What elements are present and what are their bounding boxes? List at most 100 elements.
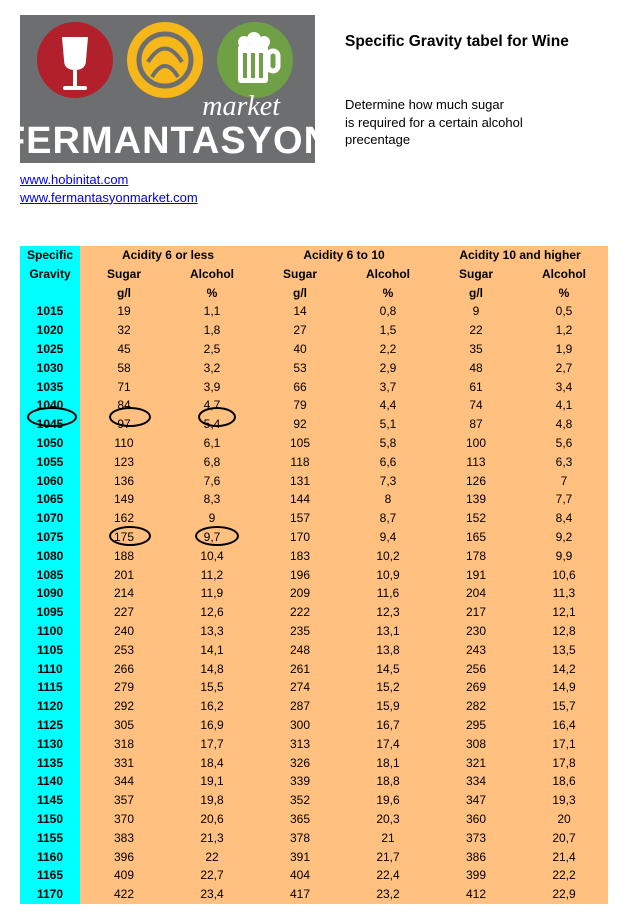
cell-sg: 1150 (20, 810, 80, 829)
cell-s3: 165 (432, 528, 520, 547)
cell-a3: 20,7 (520, 829, 608, 848)
cell-sg: 1080 (20, 547, 80, 566)
cell-a3: 14,2 (520, 660, 608, 679)
cell-a2: 7,3 (344, 472, 432, 491)
cell-a2: 23,2 (344, 885, 432, 904)
cell-sg: 1060 (20, 472, 80, 491)
cell-a1: 22,7 (168, 866, 256, 885)
cell-s1: 110 (80, 434, 168, 453)
cell-a3: 17,8 (520, 754, 608, 773)
cell-a2: 0,8 (344, 302, 432, 321)
cell-sg: 1075 (20, 528, 80, 547)
cell-a3: 4,1 (520, 396, 608, 415)
cell-s1: 149 (80, 490, 168, 509)
cell-s1: 240 (80, 622, 168, 641)
cell-a2: 11,6 (344, 584, 432, 603)
cell-s3: 347 (432, 791, 520, 810)
cell-s2: 300 (256, 716, 344, 735)
gravity-table: Specific Acidity 6 or less Acidity 6 to … (20, 246, 608, 904)
cell-a1: 3,2 (168, 359, 256, 378)
cell-a1: 18,4 (168, 754, 256, 773)
cell-a3: 12,1 (520, 603, 608, 622)
cell-a1: 23,4 (168, 885, 256, 904)
cell-s2: 92 (256, 415, 344, 434)
cell-s3: 74 (432, 396, 520, 415)
cell-s1: 344 (80, 772, 168, 791)
cell-s2: 183 (256, 547, 344, 566)
cell-a3: 15,7 (520, 697, 608, 716)
table-row: 1110 266 14,8 261 14,5 256 14,2 (20, 660, 608, 679)
cell-a3: 19,3 (520, 791, 608, 810)
cell-s2: 378 (256, 829, 344, 848)
link-fermantasyon[interactable]: www.fermantasyonmarket.com (20, 189, 608, 207)
cell-sg: 1095 (20, 603, 80, 622)
cell-a1: 19,1 (168, 772, 256, 791)
cell-s1: 253 (80, 641, 168, 660)
cell-s2: 326 (256, 754, 344, 773)
cell-s2: 196 (256, 566, 344, 585)
cell-a2: 16,7 (344, 716, 432, 735)
table-row: 1165 409 22,7 404 22,4 399 22,2 (20, 866, 608, 885)
cell-s1: 45 (80, 340, 168, 359)
cell-sg: 1145 (20, 791, 80, 810)
table-row: 1035 71 3,9 66 3,7 61 3,4 (20, 378, 608, 397)
logo: FERMANTASYON market (20, 15, 315, 163)
cell-s1: 396 (80, 848, 168, 867)
cell-sg: 1050 (20, 434, 80, 453)
cell-a1: 3,9 (168, 378, 256, 397)
cell-s2: 66 (256, 378, 344, 397)
link-hobinitat[interactable]: www.hobinitat.com (20, 171, 608, 189)
hdr-su2: g/l (256, 284, 344, 303)
cell-s1: 162 (80, 509, 168, 528)
cell-sg: 1105 (20, 641, 80, 660)
cell-s3: 178 (432, 547, 520, 566)
table-row: 1080 188 10,4 183 10,2 178 9,9 (20, 547, 608, 566)
cell-s2: 235 (256, 622, 344, 641)
cell-s1: 136 (80, 472, 168, 491)
cell-a1: 6,1 (168, 434, 256, 453)
gravity-table-wrap: Specific Acidity 6 or less Acidity 6 to … (20, 246, 608, 904)
cell-a3: 12,8 (520, 622, 608, 641)
cell-a3: 7 (520, 472, 608, 491)
hdr-su3: g/l (432, 284, 520, 303)
cell-sg: 1015 (20, 302, 80, 321)
table-row: 1170 422 23,4 417 23,2 412 22,9 (20, 885, 608, 904)
cell-s2: 391 (256, 848, 344, 867)
cell-s2: 53 (256, 359, 344, 378)
cell-sg: 1155 (20, 829, 80, 848)
cell-s1: 305 (80, 716, 168, 735)
cell-a2: 4,4 (344, 396, 432, 415)
annotation-circle (109, 407, 151, 427)
cell-a1: 1,8 (168, 321, 256, 340)
cell-a1: 22 (168, 848, 256, 867)
cell-a3: 16,4 (520, 716, 608, 735)
cell-s3: 321 (432, 754, 520, 773)
desc-line: precentage (345, 132, 410, 147)
table-row: 1015 19 1,1 14 0,8 9 0,5 (20, 302, 608, 321)
cell-a1: 16,9 (168, 716, 256, 735)
svg-text:market: market (202, 91, 281, 122)
cell-a3: 1,9 (520, 340, 608, 359)
cell-s1: 357 (80, 791, 168, 810)
cell-s2: 144 (256, 490, 344, 509)
cell-a3: 11,3 (520, 584, 608, 603)
hdr-au3: % (520, 284, 608, 303)
cell-s1: 214 (80, 584, 168, 603)
cell-a1: 7,6 (168, 472, 256, 491)
cell-a1: 6,8 (168, 453, 256, 472)
cell-s3: 386 (432, 848, 520, 867)
cell-s1: 19 (80, 302, 168, 321)
cell-a2: 12,3 (344, 603, 432, 622)
cell-s1: 58 (80, 359, 168, 378)
cell-a3: 6,3 (520, 453, 608, 472)
cell-s2: 248 (256, 641, 344, 660)
cell-sg: 1030 (20, 359, 80, 378)
cell-a2: 8 (344, 490, 432, 509)
cell-s2: 222 (256, 603, 344, 622)
cell-a1: 15,5 (168, 678, 256, 697)
cell-a2: 21 (344, 829, 432, 848)
svg-text:FERMANTASYON: FERMANTASYON (20, 120, 315, 162)
cell-s2: 118 (256, 453, 344, 472)
cell-a3: 22,2 (520, 866, 608, 885)
hdr-au2: % (344, 284, 432, 303)
